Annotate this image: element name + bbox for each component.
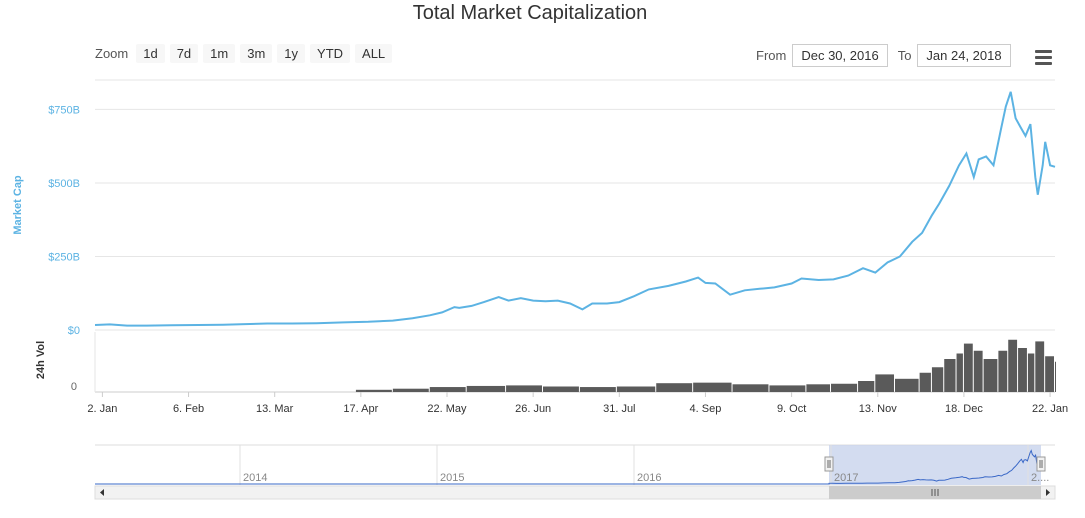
volume-bar (355, 389, 392, 392)
volume-bar (579, 387, 616, 392)
x-tick-label: 13. Nov (859, 403, 897, 415)
volume-bar (1018, 348, 1027, 392)
volume-bar (1008, 339, 1018, 392)
volume-y-tick: 0 (71, 381, 77, 393)
x-tick-label: 17. Apr (343, 403, 378, 415)
volume-bar (1045, 356, 1054, 392)
volume-bar (806, 384, 830, 392)
y-tick-label: $250B (48, 251, 80, 263)
x-tick-label: 26. Jun (515, 403, 551, 415)
x-tick-label: 4. Sep (690, 403, 722, 415)
date-range: From Dec 30, 2016 To Jan 24, 2018 (756, 44, 1017, 67)
hamburger-menu-icon[interactable] (1035, 50, 1052, 68)
y-axis-label: Market Cap (12, 175, 24, 235)
navigator-year-label: 2014 (243, 472, 267, 484)
volume-bar (983, 359, 998, 392)
y-tick-label: $500B (48, 178, 80, 190)
from-date-input[interactable]: Dec 30, 2016 (792, 44, 888, 67)
zoom-label: Zoom (95, 46, 129, 61)
x-tick-label: 2. Jan (87, 403, 117, 415)
volume-bar (769, 385, 806, 392)
navigator-selected-range (829, 445, 1041, 485)
navigator-scrollbar-track (94, 485, 1056, 500)
zoom-bar: Zoom 1d 7d 1m 3m 1y YTD ALL (95, 44, 397, 63)
volume-bars (355, 339, 1056, 392)
x-tick-label: 9. Oct (777, 403, 806, 415)
volume-bar (506, 385, 542, 392)
to-label: To (897, 48, 912, 63)
volume-bar (875, 374, 894, 392)
from-label: From (756, 48, 787, 63)
volume-bar (693, 382, 732, 392)
volume-bar (831, 383, 858, 392)
x-tick-label: 6. Feb (173, 403, 204, 415)
volume-bar (931, 367, 944, 392)
zoom-1d-button[interactable]: 1d (136, 44, 165, 63)
zoom-3m-button[interactable]: 3m (240, 44, 273, 63)
volume-bar (956, 353, 963, 392)
scroll-left-arrow-icon (100, 489, 104, 496)
chart-title: Total Market Capitalization (412, 2, 648, 24)
volume-bar (466, 385, 506, 392)
market-cap-line (94, 91, 1056, 327)
navigator[interactable]: 2014 2015 2016 2017 2.... (94, 444, 1056, 500)
navigator-handle (1036, 456, 1046, 472)
volume-bar (1035, 341, 1045, 392)
to-date-input[interactable]: Jan 24, 2018 (917, 44, 1011, 67)
navigator-year-label: 2016 (637, 472, 661, 484)
y-tick-label: $0 (68, 325, 80, 337)
zoom-7d-button[interactable]: 7d (169, 44, 199, 63)
volume-bar (944, 359, 956, 392)
grid-lines (94, 79, 1055, 393)
navigator-series-line (95, 449, 1042, 485)
y-axis-ticks: $0 $250B $500B $750B (48, 104, 80, 337)
volume-bar (1055, 361, 1056, 392)
volume-bar (858, 381, 875, 392)
volume-bar (732, 384, 769, 392)
volume-bar (998, 350, 1008, 392)
volume-bar (919, 372, 931, 392)
x-tick-label: 18. Dec (945, 403, 983, 415)
navigator-handle (824, 456, 834, 472)
x-tick-label: 22. Jan (1032, 403, 1068, 415)
zoom-1y-button[interactable]: 1y (277, 44, 306, 63)
volume-bar (656, 383, 693, 392)
x-tick-label: 31. Jul (603, 403, 635, 415)
volume-bar (616, 386, 656, 392)
volume-bar (429, 387, 466, 392)
navigator-year-label: 2.... (1031, 472, 1049, 484)
zoom-all-button[interactable]: ALL (355, 44, 393, 63)
zoom-ytd-button[interactable]: YTD (310, 44, 351, 63)
volume-bar (973, 350, 983, 392)
y-tick-label: $750B (48, 104, 80, 116)
volume-axis-label: 24h Vol (35, 341, 47, 379)
volume-bar (895, 378, 919, 392)
volume-bar (543, 386, 579, 392)
x-tick-label: 22. May (427, 403, 467, 415)
volume-bar (392, 388, 429, 392)
navigator-year-label: 2017 (834, 472, 858, 484)
x-axis-ticks: 2. Jan 6. Feb 13. Mar 17. Apr 22. May 26. Jun… (87, 392, 1068, 415)
volume-bar (963, 343, 973, 392)
zoom-1m-button[interactable]: 1m (203, 44, 236, 63)
navigator-year-label: 2015 (440, 472, 464, 484)
volume-bar (1027, 353, 1035, 392)
x-tick-label: 13. Mar (256, 403, 294, 415)
scroll-right-arrow-icon (1046, 489, 1050, 496)
